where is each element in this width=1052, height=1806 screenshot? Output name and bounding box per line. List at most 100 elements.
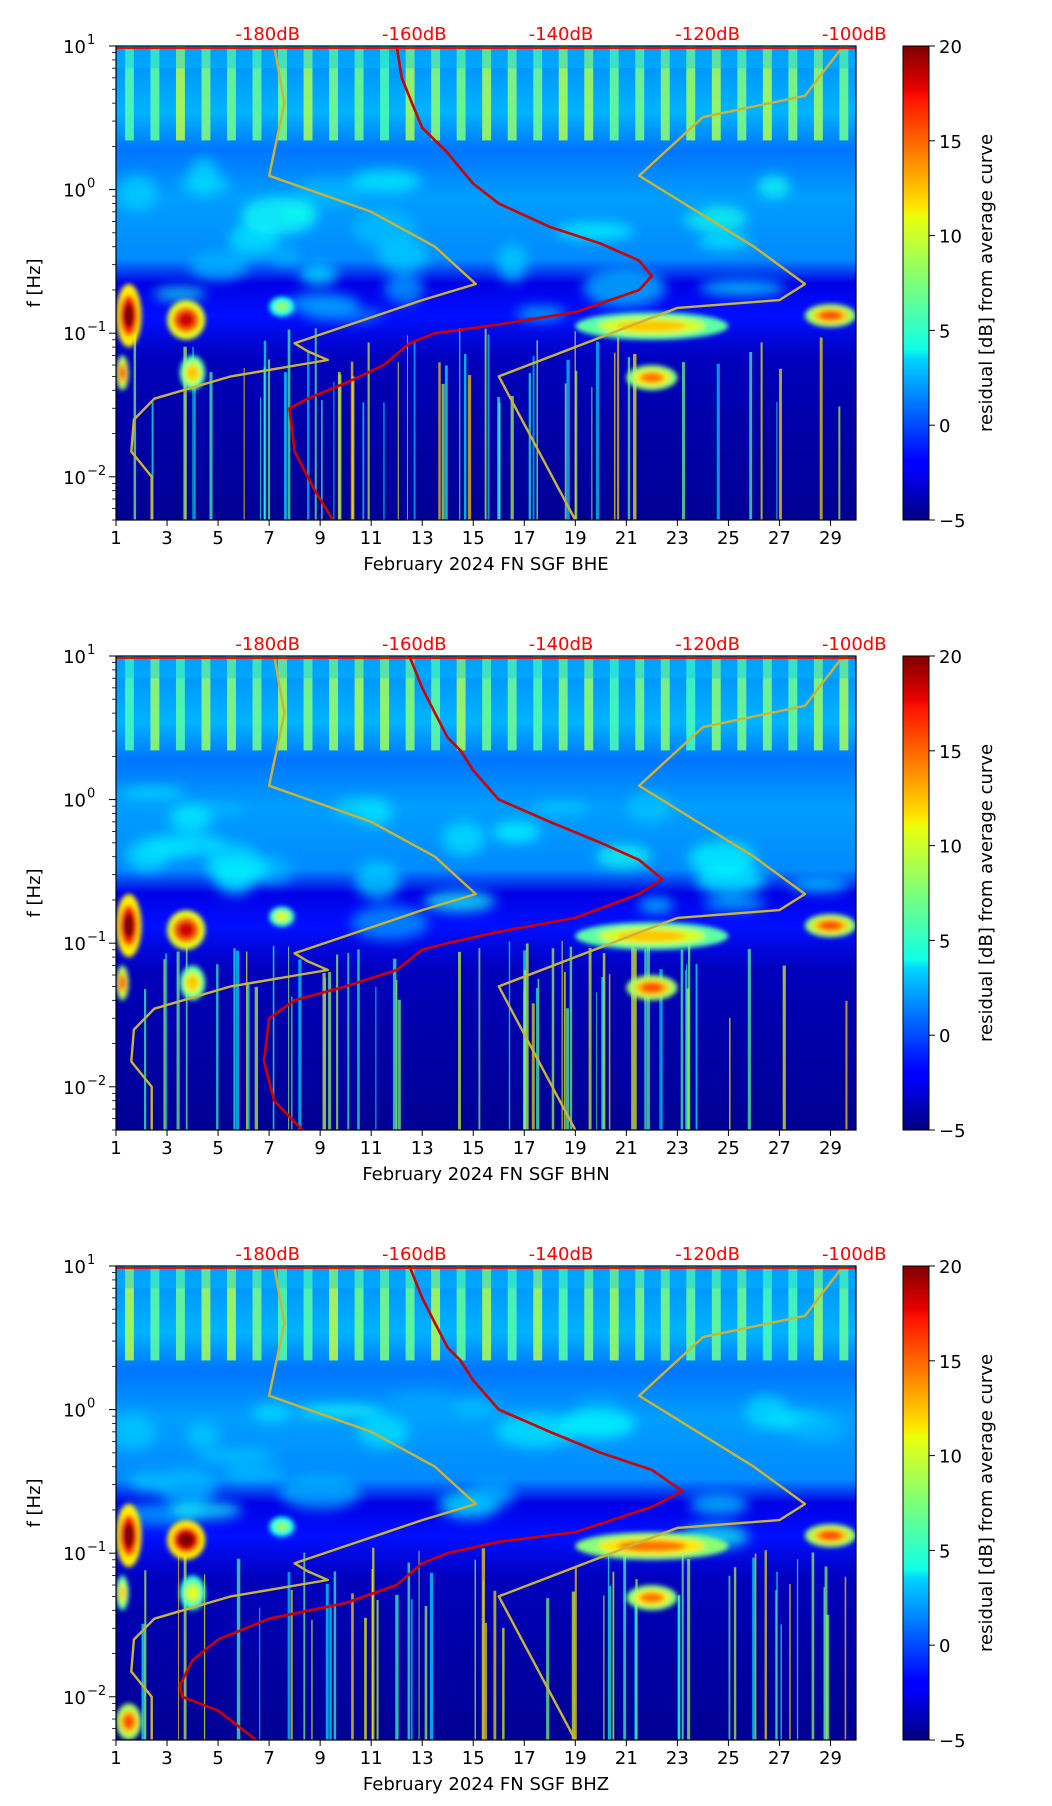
x-tick-label: 17	[513, 1748, 536, 1769]
x-tick-label: 21	[615, 1748, 638, 1769]
x-tick-label: 13	[411, 1748, 434, 1769]
colorbar-tick-label: 15	[939, 1352, 962, 1373]
colorbar-tick-label: 0	[939, 1636, 950, 1657]
x-tick-label: 27	[768, 1138, 791, 1159]
y-tick-exponent: −1	[87, 1540, 106, 1555]
colorbar: 20 15 10 5 0 −5 residual [dB] from average cur…	[902, 37, 997, 532]
db-label: -160dB	[382, 24, 447, 45]
y-axis-label: f [Hz]	[24, 868, 45, 917]
x-tick-label: 7	[263, 528, 274, 549]
y-tick-label: 10	[63, 324, 86, 345]
y-tick-label: 10	[63, 1257, 86, 1278]
x-tick-label: 23	[666, 528, 689, 549]
noise-model-curve	[497, 1266, 845, 1740]
x-tick-label: 19	[564, 528, 587, 549]
x-tick-label: 29	[819, 1748, 842, 1769]
hf-stripes	[116, 46, 856, 141]
y-axis-label: f [Hz]	[24, 1478, 45, 1527]
noise-model-curve	[497, 46, 845, 520]
db-label: -180dB	[235, 634, 300, 655]
x-tick-label: 5	[212, 1748, 223, 1769]
x-tick-label: 29	[819, 528, 842, 549]
colorbar-tick-label: 15	[939, 742, 962, 763]
noise-model-curve	[130, 46, 477, 520]
db-label: -140dB	[529, 1244, 594, 1265]
x-tick-label: 21	[615, 1138, 638, 1159]
colorbar-label: residual [dB] from average curve	[976, 134, 997, 432]
db-label: -180dB	[235, 1244, 300, 1265]
x-tick-label: 3	[161, 1138, 172, 1159]
lf-transients	[143, 938, 848, 1130]
x-tick-label: 11	[360, 1138, 383, 1159]
x-tick-label: 5	[212, 1138, 223, 1159]
diffuse-energy	[117, 786, 849, 941]
db-label: -140dB	[529, 24, 594, 45]
db-label: -100dB	[822, 24, 887, 45]
x-tick-label: 25	[717, 528, 740, 549]
colorbar-tick-label: 0	[939, 416, 950, 437]
colorbar-label: residual [dB] from average curve	[976, 744, 997, 1042]
median-psd-curve	[178, 1266, 684, 1740]
colorbar-tick-label: 5	[939, 931, 950, 952]
noise-model-curve	[497, 656, 845, 1130]
axes-frame	[115, 45, 857, 521]
noise-model-curve	[130, 656, 477, 1130]
axes-frame	[115, 655, 857, 1131]
y-tick-exponent: −1	[87, 320, 106, 335]
colorbar-tick-label: 20	[939, 37, 962, 58]
y-axis-label: f [Hz]	[24, 258, 45, 307]
x-tick-label: 13	[411, 528, 434, 549]
y-tick-exponent: −2	[87, 1074, 106, 1089]
x-tick-label: 29	[819, 1138, 842, 1159]
colorbar-gradient	[902, 45, 930, 521]
plot-area	[116, 46, 856, 520]
db-label: -100dB	[822, 1244, 887, 1265]
x-tick-label: 19	[564, 1138, 587, 1159]
x-tick-label: 13	[411, 1138, 434, 1159]
colorbar: 20 15 10 5 0 −5 residual [dB] from average cur…	[902, 647, 997, 1142]
hf-stripes	[116, 1266, 856, 1361]
colorbar-tick-label: 5	[939, 1541, 950, 1562]
x-tick-label: 23	[666, 1138, 689, 1159]
x-axis-label: February 2024 FN SGF BHE	[363, 554, 608, 575]
colorbar-tick-label: −5	[939, 1121, 966, 1142]
colorbar-tick-label: 5	[939, 321, 950, 342]
x-tick-label: 23	[666, 1748, 689, 1769]
median-psd-curve	[262, 656, 664, 1130]
x-tick-label: 27	[768, 1748, 791, 1769]
db-label: -120dB	[675, 1244, 740, 1265]
y-tick-label: 10	[63, 1401, 86, 1422]
x-tick-label: 25	[717, 1748, 740, 1769]
x-tick-label: 1	[110, 528, 121, 549]
plot-area	[116, 1266, 856, 1740]
y-tick-exponent: 1	[87, 33, 95, 48]
x-tick-label: 27	[768, 528, 791, 549]
median-psd-curve	[288, 46, 654, 520]
db-scale: -180dB -160dB -140dB -120dB -100dB	[235, 24, 886, 45]
db-label: -140dB	[529, 634, 594, 655]
x-tick-label: 11	[360, 528, 383, 549]
colorbar-tick-label: 20	[939, 1257, 962, 1278]
colorbar-tick-label: 0	[939, 1026, 950, 1047]
y-tick-label: 10	[63, 934, 86, 955]
y-tick-label: 10	[63, 468, 86, 489]
hf-stripes	[116, 656, 856, 751]
x-tick-label: 21	[615, 528, 638, 549]
colorbar-gradient	[902, 1265, 930, 1741]
energy-bands	[116, 894, 856, 1001]
diffuse-energy	[118, 157, 791, 322]
y-tick-label: 10	[63, 1544, 86, 1565]
y-tick-exponent: −1	[87, 930, 106, 945]
noise-model-curve	[130, 1266, 477, 1740]
colorbar-label: residual [dB] from average curve	[976, 1354, 997, 1652]
db-scale: -180dB -160dB -140dB -120dB -100dB	[235, 634, 886, 655]
y-tick-label: 10	[63, 1688, 86, 1709]
db-label: -120dB	[675, 24, 740, 45]
x-tick-label: 15	[462, 1748, 485, 1769]
